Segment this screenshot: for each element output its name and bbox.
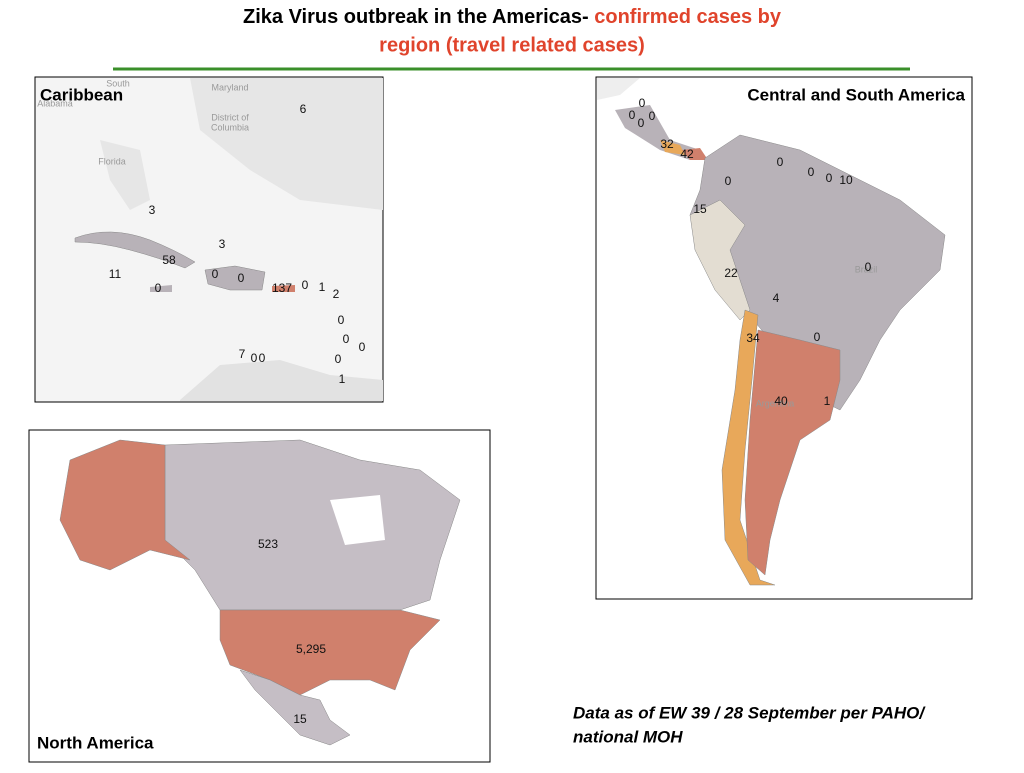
case-count: 32	[660, 137, 674, 151]
case-count: 0	[777, 155, 784, 169]
base-label: South	[106, 78, 130, 88]
case-count: 0	[238, 271, 245, 285]
panel-title: North America	[37, 733, 154, 752]
case-count: 0	[359, 340, 366, 354]
land	[180, 360, 383, 401]
cuba	[74, 231, 196, 269]
alaska	[59, 439, 191, 571]
case-count: 0	[251, 351, 258, 365]
case-count: 0	[302, 278, 309, 292]
south-america-map	[595, 76, 973, 600]
case-count: 42	[680, 147, 694, 161]
title-black: Zika Virus outbreak in the Americas-	[243, 6, 589, 28]
case-count: 3	[149, 203, 156, 217]
case-count: 0	[638, 116, 645, 130]
base-label: Columbia	[211, 122, 249, 132]
case-count: 1	[339, 372, 346, 386]
title-red: region (travel related cases)	[379, 34, 645, 56]
puerto-rico	[272, 285, 295, 292]
panama	[682, 148, 708, 160]
costa-rica	[660, 140, 685, 155]
base-label: Maryland	[211, 82, 248, 92]
case-count: 0	[338, 313, 345, 327]
case-count: 137	[272, 281, 292, 295]
case-count: 0	[335, 352, 342, 366]
case-count: 0	[814, 330, 821, 344]
case-count: 2	[333, 287, 340, 301]
case-count: 0	[725, 174, 732, 188]
case-count: 0	[865, 260, 872, 274]
base-label: Alabama	[37, 98, 73, 108]
case-count: 0	[808, 165, 815, 179]
case-count: 10	[839, 173, 853, 187]
case-count: 0	[629, 108, 636, 122]
hispaniola	[204, 265, 266, 291]
mexico	[239, 669, 351, 746]
case-count: 3	[219, 237, 226, 251]
base-label: District of	[211, 112, 249, 122]
title: Zika Virus outbreak in the Americas- con…	[243, 6, 782, 28]
case-count: 0	[259, 351, 266, 365]
usa	[219, 609, 441, 696]
argentina	[744, 329, 841, 576]
case-count: 15	[693, 202, 707, 216]
case-count: 34	[746, 331, 760, 345]
case-count: 0	[639, 96, 646, 110]
base-label: Argentina	[756, 398, 795, 408]
case-count: 5,295	[296, 642, 326, 656]
title-red: confirmed cases by	[594, 6, 782, 28]
case-count: 523	[258, 537, 278, 551]
caribbean-map	[34, 76, 384, 403]
peru	[689, 199, 751, 321]
case-count: 1	[319, 280, 326, 294]
jamaica	[150, 285, 172, 292]
case-count: 0	[155, 281, 162, 295]
case-count: 11	[109, 267, 122, 281]
case-count: 1	[824, 394, 831, 408]
case-count: 15	[293, 712, 307, 726]
land	[36, 78, 383, 210]
case-count: 0	[212, 267, 219, 281]
case-count: 7	[239, 347, 246, 361]
panel-title: Central and South America	[747, 85, 965, 104]
central-america	[615, 105, 705, 160]
canada	[164, 439, 461, 611]
case-count: 0	[826, 171, 833, 185]
case-count: 22	[724, 266, 738, 280]
case-count: 0	[649, 109, 656, 123]
case-count: 0	[343, 332, 350, 346]
hudson-bay	[330, 495, 385, 545]
land	[597, 78, 640, 100]
footnote: Data as of EW 39 / 28 September per PAHO…	[573, 703, 926, 722]
case-count: 6	[300, 102, 307, 116]
panel-title: Caribbean	[40, 85, 123, 104]
case-count: 58	[162, 253, 176, 267]
case-count: 4	[773, 291, 780, 305]
footnote: national MOH	[573, 727, 683, 746]
base-label: Florida	[98, 156, 126, 166]
north-america-map	[28, 429, 491, 763]
land	[100, 140, 150, 210]
base-label: Brazil	[855, 264, 878, 274]
chile	[721, 309, 776, 586]
case-count: 40	[774, 394, 788, 408]
